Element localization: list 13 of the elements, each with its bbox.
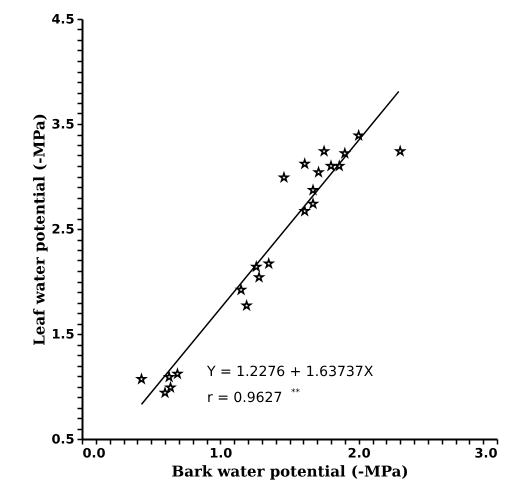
annotation: r = 0.9627** [207, 388, 300, 406]
y-tick-label: 2.5 [51, 222, 74, 238]
x-tick-label: 1.0 [209, 446, 232, 462]
x-tick-label: 2.0 [348, 446, 371, 462]
y-tick-label: 3.5 [51, 118, 74, 132]
y-axis-title: Leaf water potential (-MPa) [30, 113, 48, 346]
annotation: Y = 1.2276 + 1.63737X [206, 364, 374, 380]
x-tick-label: 3.0 [474, 446, 498, 462]
x-axis-title: Bark water potential (-MPa) [172, 462, 408, 480]
y-tick-label: 0.5 [51, 432, 74, 448]
x-tick-label: 0.0 [82, 446, 106, 462]
y-tick-label: 4.5 [51, 12, 74, 28]
y-tick-label: 1.5 [51, 328, 74, 342]
